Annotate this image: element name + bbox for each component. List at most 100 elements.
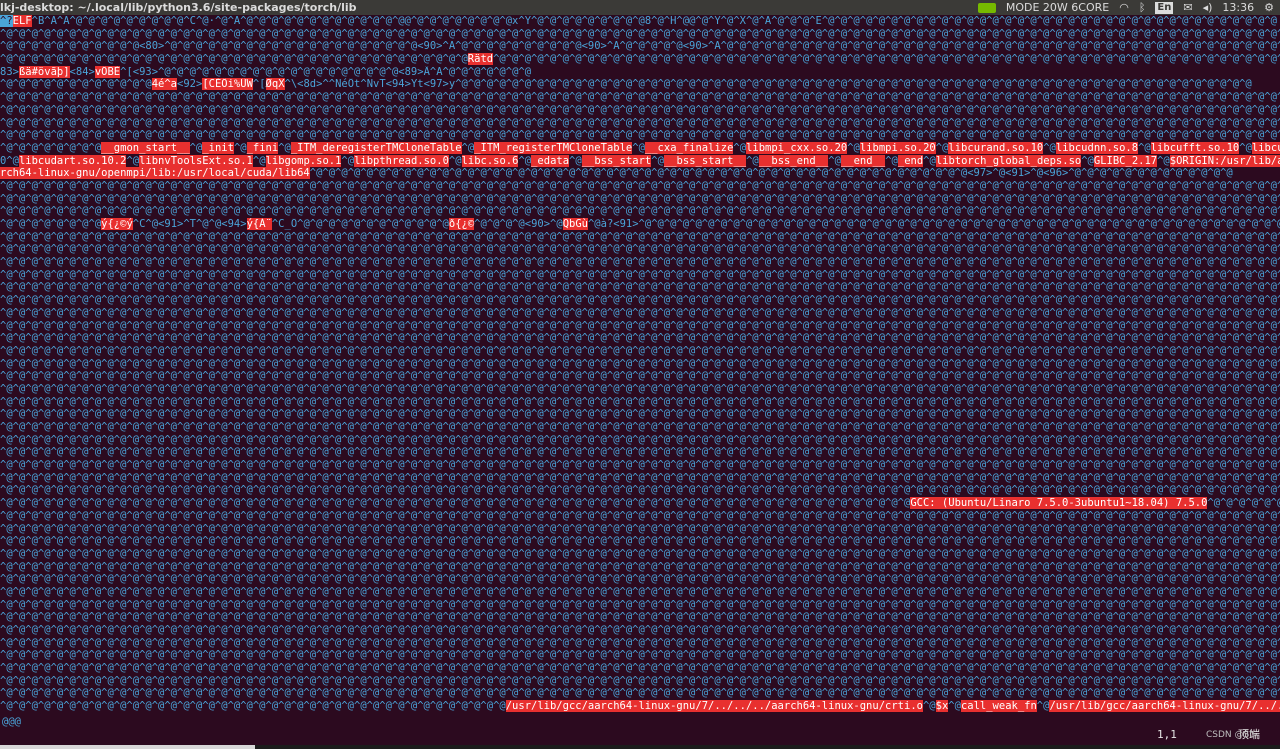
buffer-line: ^@^@^@^@^@^@^@^@^@^@^@^@^@^@^@^@^@^@^@^@… (0, 179, 1280, 192)
highlighted-string: libcufft.so.10 (1150, 141, 1240, 154)
mail-icon[interactable]: ✉ (1183, 1, 1193, 14)
window-title: lkj-desktop: ~/.local/lib/python3.6/site… (0, 1, 357, 14)
buffer-line: ^@^@^@^@^@^@^@^@^@^@^@^@^@^@^@^@^@^@^@^@… (0, 53, 1280, 66)
highlighted-string: GLIBC_2.17 (1093, 154, 1158, 167)
buffer-line: ^@^@^@^@^@^@^@^@^@^@^@^@^@^@^@^@^@^@^@^@… (0, 459, 1280, 472)
highlighted-string: __bss_start (581, 154, 652, 167)
buffer-line: ^@^@^@^@^@^@^@^@^@^@^@^@^@^@^@^@^@^@^@^@… (0, 611, 1280, 624)
volume-icon[interactable]: ◂) (1202, 1, 1213, 14)
buffer-line: ^@^@^@^@^@^@^@^@^@^@^@^@^@^@^@^@^@^@^@^@… (0, 344, 1280, 357)
highlighted-string: __end__ (840, 154, 886, 167)
active-task[interactable] (0, 745, 255, 749)
buffer-line: ^@^@^@^@^@^@^@^@^@^@^@^@^@^@^@^@^@^@^@^@… (0, 497, 1280, 510)
highlighted-string: ý{Á¨ (246, 218, 272, 230)
highlighted-string: ð{¿© (448, 218, 475, 230)
highlighted-string: libcudnn.so.8 (1055, 141, 1139, 154)
highlighted-string: vÖBÈ (94, 65, 121, 78)
buffer-line: ^@^@^@^@^@^@^@^@^@^@^@^@4é^a<92>[CÉÖi%ÜW… (0, 78, 1252, 91)
buffer-line: ^@^@^@^@^@^@^@^@^@^@^@^@^@^@^@^@^@^@^@^@… (0, 408, 1280, 421)
buffer-line: 83>ßä#övãþ]<84>vÖBÈ^[<93>^@^@^@^@^@^@^@^… (0, 65, 532, 78)
gear-icon[interactable]: ⚙ (1264, 1, 1274, 14)
highlighted-string: $ORIGIN:/usr/lib/aa (1169, 154, 1280, 167)
highlighted-string: /usr/lib/gcc/aarch64-linux-gnu/7/../../.… (1049, 700, 1280, 713)
highlighted-string: rch64-linux-gnu/openmpi/lib:/usr/local/c… (0, 167, 310, 180)
cursor-position: 1,1 (1157, 728, 1177, 741)
buffer-line: ^@^@^@^@^@^@^@^@^@^@^@^@^@^@^@^@^@^@^@^@… (0, 281, 1280, 294)
highlighted-string: ELF (12, 15, 32, 27)
power-mode-label[interactable]: MODE 20W 6CORE (1005, 1, 1110, 14)
highlighted-string: libpthread.so.0 (354, 154, 449, 167)
buffer-line: 0^@libcudart.so.10.2^@libnvToolsExt.so.1… (0, 154, 1280, 168)
keyboard-layout-indicator[interactable]: En (1155, 1, 1174, 14)
buffer-line: ^@^@^@^@^@^@^@^@^@^@^@^@^@^@^@^@^@^@^@^@… (0, 27, 1280, 40)
buffer-line: ^@^@^@^@^@^@^@^@^@^@^@^@^@^@^@^@^@^@^@^@… (0, 129, 1280, 142)
highlighted-string: libmpi.so.20 (859, 141, 936, 154)
buffer-line: ^@^@^@^@^@^@^@^@^@^@^@^@^@^@^@^@^@^@^@^@… (0, 382, 1280, 395)
buffer-line: ^@^@^@^@^@^@^@^@^@^@^@^@^@^@^@^@^@^@^@^@… (0, 624, 1280, 636)
highlighted-string: _edata (531, 154, 570, 167)
buffer-line: ^@^@^@^@^@^@^@^@^@^@^@^@^@^@^@^@^@^@^@^@… (0, 522, 1280, 535)
buffer-line: ^@^@^@^@^@^@^@^@^@^@^@^@^@^@^@^@^@^@^@^@… (0, 319, 1280, 332)
buffer-line: ^@^@^@^@^@^@^@^@^@^@^@^@^@^@^@^@^@^@^@^@… (0, 357, 1280, 370)
buffer-line: ^@^@^@^@^@^@^@^@^@^@^@^@^@^@^@^@^@^@^@^@… (0, 700, 1280, 713)
highlighted-string: ý{¿©ý (101, 218, 133, 230)
highlighted-string: ^? (0, 15, 13, 27)
buffer-line: ^@^@^@^@^@^@^@^@^@^@^@^@^@^@^@^@^@^@^@^@… (0, 471, 1280, 484)
system-tray: MODE 20W 6CORE ◠ ᛒ En ✉ ◂) 13:36 ⚙ (977, 0, 1274, 15)
buffer-line: ^@^@^@^@^@^@^@^@^@^@^@^@^@^@^@^@^@^@^@^@… (0, 332, 1280, 345)
vim-tail-text: @@@ (2, 716, 21, 728)
highlighted-string: libgomp.so.1 (265, 154, 342, 167)
highlighted-string: libc.so.6 (461, 154, 519, 167)
highlighted-string: _ITM_deregisterTMCloneTable (290, 141, 462, 154)
buffer-line: ^@^@^@^@^@^@^@^@^@^@^@^@^@^@^@^@^@^@^@^@… (0, 687, 1280, 700)
clock[interactable]: 13:36 (1222, 1, 1255, 14)
scroll-position: 顶端 (1238, 728, 1260, 741)
wifi-icon[interactable]: ◠ (1119, 1, 1129, 14)
buffer-line: ^@^@^@^@^@^@^@^@^@^@^@^@^@^@^@^@^@^@^@^@… (0, 306, 1280, 319)
buffer-line: ^@^@^@^@^@^@^@^@^@^@^@^@^@^@^@^@^@^@^@^@… (0, 116, 1280, 129)
buffer-line: ^@^@^@^@^@^@^@^@^@^@^@^@^@^@^@^@^@^@^@^@… (0, 421, 1280, 433)
buffer-line: ^@^@^@^@^@^@^@^@^@^@^@^@^@^@^@^@^@^@^@^@… (0, 649, 1280, 662)
buffer-line: ^@^@^@^@^@^@^@^@^@^@^@^@^@^@^@^@^@^@^@^@… (0, 573, 1280, 586)
highlighted-string: libcurand.so.10 (948, 141, 1044, 154)
buffer-line: ^@^@^@^@^@^@^@^@^@^@^@^@^@^@^@^@^@^@^@^@… (0, 509, 1280, 522)
buffer-line: ^@^@^@^@^@^@^@^@__gmon_start__^@_init^@_… (0, 141, 1280, 155)
highlighted-string: _fini (246, 141, 279, 154)
highlighted-string: __gmon_start__ (101, 141, 190, 154)
buffer-line: ^@^@^@^@^@^@^@^@^@^@^@^@^@^@^@^@^@^@^@^@… (0, 256, 1280, 269)
highlighted-string: __bss_end__ (758, 154, 829, 167)
highlighted-string: ßä#övãþ] (18, 65, 70, 78)
buffer-line: ^@^@^@^@^@^@^@^@^@^@^@^@^@^@^@^@^@^@^@^@… (0, 560, 1280, 573)
highlighted-string: /usr/lib/gcc/aarch64-linux-gnu/7/../../.… (505, 700, 923, 713)
highlighted-string: libtorch_global_deps.so (935, 154, 1082, 167)
buffer-line: ^@^@^@^@^@^@^@^@^@^@^@^@^@^@^@^@^@^@^@^@… (0, 535, 1280, 548)
nvidia-icon[interactable] (977, 2, 996, 13)
highlighted-string: _end (897, 154, 924, 167)
highlighted-string: 4é^a (151, 78, 178, 91)
buffer-line: ^@^@^@^@^@^@^@^@^@^@^@^@^@^@^@^@^@^@^@^@… (0, 662, 1280, 675)
buffer-line: ^@^@^@^@^@^@^@^@^@^@^@^@^@^@^@^@^@^@^@^@… (0, 91, 1280, 104)
highlighted-string: Rätd (467, 53, 494, 66)
taskbar (0, 745, 1280, 749)
highlighted-string: libcublas.so.1 (1251, 141, 1280, 154)
buffer-line: ^@^@^@^@^@^@^@^@^@^@^@^@^@^@^@^@^@^@^@^@… (0, 294, 1280, 307)
buffer-line: ^@^@^@^@^@^@^@^@^@^@^@<80>^@^@^@^@^@^@^@… (0, 40, 1280, 53)
watermark: CSDN @Sh (1206, 730, 1255, 740)
buffer-line: ^?ELF^B^A^A^@^@^@^@^@^@^@^@^@^C^@·^@^A^@… (0, 15, 1277, 27)
buffer-line: ^@^@^@^@^@^@^@^@^@^@^@^@^@^@^@^@^@^@^@^@… (0, 674, 1280, 687)
buffer-line: ^@^@^@^@^@^@^@^@^@^@^@^@^@^@^@^@^@^@^@^@… (0, 446, 1280, 459)
buffer-line: ^@^@^@^@^@^@^@^@^@^@^@^@^@^@^@^@^@^@^@^@… (0, 547, 1280, 560)
buffer-line: ^@^@^@^@^@^@^@^@ý{¿©ý^C^@<91>^T^@^@<94>ý… (0, 218, 1280, 230)
buffer-line: ^@^@^@^@^@^@^@^@^@^@^@^@^@^@^@^@^@^@^@^@… (0, 268, 1280, 281)
highlighted-string: $x (935, 700, 949, 713)
highlighted-string: ØqX (265, 78, 285, 91)
buffer-line: ^@^@^@^@^@^@^@^@^@^@^@^@^@^@^@^@^@^@^@^@… (0, 395, 1280, 408)
highlighted-string: QbGù (562, 218, 588, 230)
buffer-line: ^@^@^@^@^@^@^@^@^@^@^@^@^@^@^@^@^@^@^@^@… (0, 370, 1280, 383)
bluetooth-icon[interactable]: ᛒ (1138, 1, 1146, 14)
highlighted-string: _init (202, 141, 234, 154)
highlighted-string: libnvToolsExt.so.1 (139, 154, 253, 167)
terminal-vim-buffer[interactable]: ^?ELF^B^A^A^@^@^@^@^@^@^@^@^@^C^@·^@^A^@… (0, 15, 1280, 715)
buffer-line: ^@^@^@^@^@^@^@^@^@^@^@^@^@^@^@^@^@^@^@^@… (0, 103, 1280, 116)
highlighted-string: __cxa_finalize (644, 141, 734, 154)
